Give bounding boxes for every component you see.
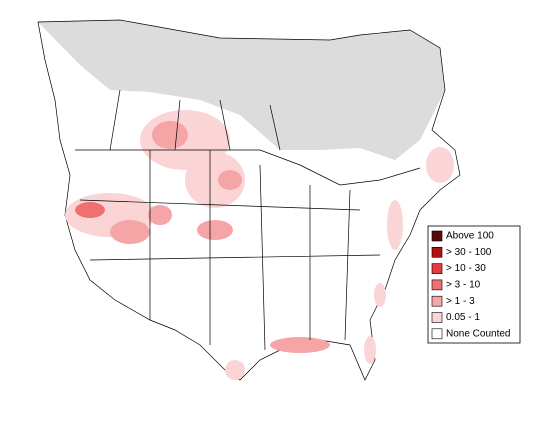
coastline xyxy=(37,19,461,381)
province-lines xyxy=(109,89,281,151)
legend-label: > 3 - 10 xyxy=(446,280,481,291)
legend-swatch xyxy=(431,279,443,291)
boreal-band xyxy=(38,20,445,160)
legend-swatch xyxy=(431,328,443,340)
legend-label: > 30 - 100 xyxy=(446,247,492,258)
occurrence-areas xyxy=(65,110,454,380)
legend-swatch xyxy=(431,312,443,323)
legend-label: 0.05 - 1 xyxy=(446,312,480,323)
legend-swatch xyxy=(431,295,443,307)
legend: Above 100 > 30 - 100 > 10 - 30 > 3 - 10 > 1 … xyxy=(427,225,521,344)
legend-label: Above 100 xyxy=(446,231,494,242)
legend-swatch xyxy=(431,263,443,274)
legend-label: > 1 - 3 xyxy=(446,296,475,307)
map-base xyxy=(37,19,461,381)
legend-swatch xyxy=(431,247,443,258)
legend-label: > 10 - 30 xyxy=(446,263,486,274)
legend-swatch xyxy=(431,230,443,242)
border-line xyxy=(75,149,421,186)
state-lines xyxy=(79,150,381,351)
legend-label: None Counted xyxy=(446,328,511,339)
legend-box xyxy=(427,225,521,344)
